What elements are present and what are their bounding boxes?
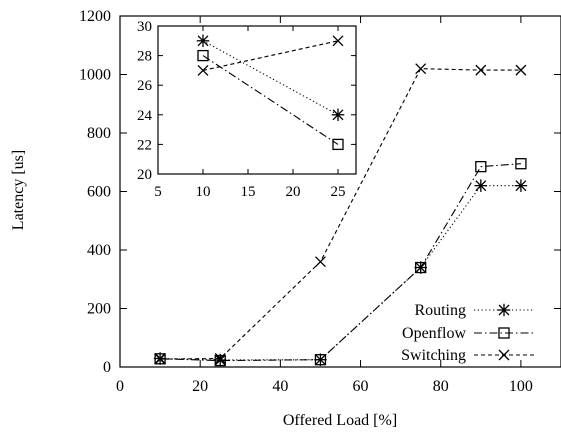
point-openflow (214, 354, 226, 367)
x-tick-label: 40 (272, 378, 288, 395)
point-switching (515, 64, 527, 76)
point-switching (415, 63, 427, 75)
inset-point-switching (332, 35, 344, 47)
point-routing (314, 353, 327, 366)
line-openflow (160, 163, 521, 362)
point-switching (214, 353, 226, 364)
legend: Routing Openflow Switching (401, 302, 534, 364)
line-switching (160, 68, 521, 360)
legend-label-switching: Switching (401, 347, 466, 364)
inset-point-routing (196, 34, 210, 48)
point-openflow (154, 353, 166, 365)
inset-background (158, 26, 356, 174)
x-tick-label: 80 (433, 378, 449, 395)
inset-point-openflow (332, 138, 344, 151)
point-switching (314, 256, 326, 268)
point-switching (154, 353, 166, 365)
inset-x-tick-label: 25 (331, 184, 346, 200)
y-axis-title: Latency [us] (10, 150, 27, 230)
y-tick-label: 1200 (79, 8, 111, 25)
x-tick-label: 20 (192, 378, 208, 395)
inset-point-switching (197, 64, 209, 76)
inset-y-tick-label: 20 (137, 167, 152, 183)
point-openflow (475, 160, 487, 173)
inset-line-switching (202, 40, 339, 71)
x-axis-title: Offered Load [%] (283, 412, 397, 429)
legend-label-openflow: Openflow (402, 325, 466, 342)
legend-marker-switching (498, 349, 510, 361)
x-tick-label: 60 (353, 378, 369, 395)
inset-point-routing (331, 108, 345, 122)
y-tick-label: 600 (87, 184, 111, 201)
inset-x-tick-label: 20 (286, 184, 301, 200)
inset-x-tick-label: 15 (241, 184, 256, 200)
inset-x-tick-label: 5 (154, 184, 162, 200)
point-openflow (314, 354, 327, 366)
y-tick-label: 800 (87, 125, 111, 142)
x-tick-label: 0 (116, 378, 124, 395)
line-routing (160, 185, 521, 361)
point-routing (514, 179, 528, 192)
inset-y-tick-label: 26 (137, 78, 153, 94)
point-routing (414, 261, 427, 274)
y-tick-label: 400 (87, 242, 111, 259)
inset-line-openflow (202, 55, 339, 145)
point-switching (475, 64, 487, 76)
point-openflow (415, 261, 427, 274)
inset-y-tick-label: 24 (137, 108, 153, 124)
y-tick-label: 200 (87, 301, 111, 318)
inset-y-tick-label: 22 (137, 137, 152, 153)
inset-x-tick-label: 10 (196, 184, 211, 200)
inset-plot: 5 10 15 20 25 20 22 24 26 28 30 (137, 19, 357, 200)
point-openflow (515, 158, 527, 170)
y-tick-label: 0 (103, 359, 111, 376)
legend-marker-routing (497, 303, 511, 317)
inset-y-tick-label: 30 (137, 19, 152, 35)
inset-line-routing (202, 40, 339, 116)
inset-y-tick-label: 28 (137, 49, 152, 65)
y-tick-label: 1000 (79, 67, 111, 84)
point-routing (474, 179, 488, 192)
inset-frame (157, 25, 357, 175)
legend-marker-openflow (498, 327, 510, 339)
x-tick-label: 100 (509, 378, 533, 395)
inset-point-openflow (197, 49, 209, 62)
legend-label-routing: Routing (414, 302, 466, 319)
